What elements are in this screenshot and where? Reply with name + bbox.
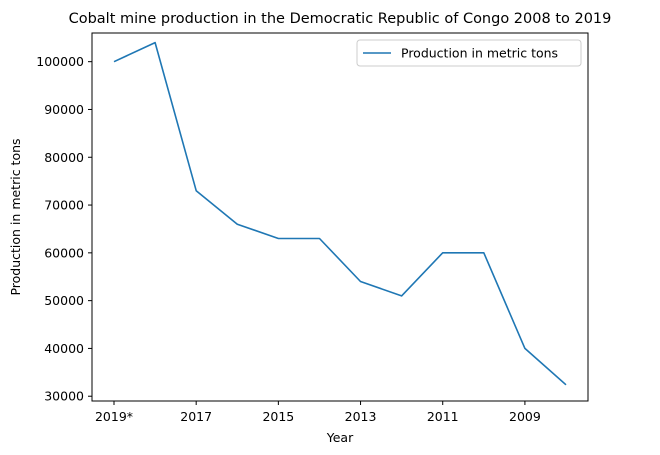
y-tick-label: 80000 [44,150,84,165]
y-tick-label: 60000 [44,245,84,260]
x-axis-ticks: 2019* 2017 2015 2013 2011 2009 [95,401,541,424]
x-tick-label: 2015 [262,409,294,424]
x-tick-label: 2013 [345,409,377,424]
series-line-production [113,41,567,386]
y-axis-ticks: 30000 40000 50000 60000 70000 80000 90000 10000… [36,54,92,404]
x-axis-label: Year [326,430,354,445]
series-layer [113,41,567,386]
y-tick-label: 90000 [44,102,84,117]
plot-frame [91,32,589,402]
y-tick-label: 40000 [44,341,84,356]
x-tick-label: 2017 [180,409,212,424]
y-axis-label: Production in metric tons [8,138,23,295]
x-tick-label: 2011 [427,409,459,424]
legend-box [356,39,582,67]
y-tick-label: 70000 [44,198,84,213]
legend-entry-production: Production in metric tons [401,46,558,61]
x-tick-label: 2019* [95,409,133,424]
y-tick-label: 50000 [44,293,84,308]
chart-title: Cobalt mine production in the Democratic… [69,11,612,27]
legend: Production in metric tons [356,39,582,67]
y-tick-label: 30000 [44,389,84,404]
x-tick-label: 2009 [509,409,541,424]
y-tick-label: 100000 [36,54,84,69]
